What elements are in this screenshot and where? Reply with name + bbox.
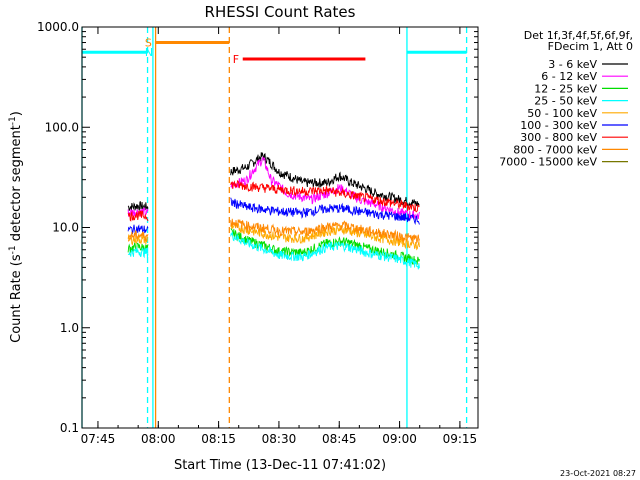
generation-timestamp: 23-Oct-2021 08:27 xyxy=(560,469,636,478)
y-tick-label-0: 0.1 xyxy=(60,421,79,435)
series-line-5-1 xyxy=(230,197,420,226)
annotation-label-N: N xyxy=(145,46,153,59)
legend-label-7: 800 - 7000 keV xyxy=(513,143,597,156)
y-axis-label-prefix: Count Rate (s xyxy=(9,254,24,343)
legend-label-3: 25 - 50 keV xyxy=(534,95,597,108)
x-axis-ticks: 07:45 08:00 08:15 08:30 08:45 09:00 09:15 xyxy=(81,27,478,446)
x-tick-label-6: 09:15 xyxy=(443,432,478,446)
legend: Det 1f,3f,4f,5f,6f,9f, FDecim 1, Att 0 3… xyxy=(499,29,633,169)
series-line-6-1 xyxy=(230,179,420,213)
chart-title: RHESSI Count Rates xyxy=(205,3,356,21)
y-axis-label-close: ) xyxy=(9,111,24,116)
y-tick-label-1: 1.0 xyxy=(60,321,79,335)
y-axis-label: Count Rate (s-1 detector segment-1) xyxy=(8,111,24,343)
legend-label-2: 12 - 25 keV xyxy=(534,82,597,95)
x-tick-label-1: 08:00 xyxy=(141,432,176,446)
series-line-3-1 xyxy=(230,231,420,270)
legend-label-6: 300 - 800 keV xyxy=(520,131,597,144)
y-tick-label-2: 10.0 xyxy=(52,221,79,235)
y-axis-label-suffix: detector segment xyxy=(9,125,24,245)
legend-header-line-1: Det 1f,3f,4f,5f,6f,9f, xyxy=(524,29,633,42)
x-tick-label-4: 08:45 xyxy=(322,432,357,446)
x-tick-label-5: 09:00 xyxy=(382,432,417,446)
legend-label-8: 7000 - 15000 keV xyxy=(499,156,597,169)
x-tick-label-2: 08:15 xyxy=(201,432,236,446)
series-line-4-1 xyxy=(230,221,420,251)
y-axis-label-sup: -1 xyxy=(8,245,18,254)
series-line-3-0 xyxy=(127,247,149,259)
legend-header-line-2: FDecim 1, Att 0 xyxy=(548,40,633,53)
series-line-5-0 xyxy=(127,224,149,235)
series-line-0-1 xyxy=(230,152,420,207)
series-line-7-1 xyxy=(230,218,420,245)
x-tick-label-3: 08:30 xyxy=(262,432,297,446)
legend-label-4: 50 - 100 keV xyxy=(527,107,597,120)
y-axis-ticks: 0.1 1.0 10.0 100.0 1000.0 xyxy=(37,20,478,435)
x-tick-label-0: 07:45 xyxy=(81,432,116,446)
legend-label-5: 100 - 300 keV xyxy=(520,119,597,132)
y-tick-label-4: 1000.0 xyxy=(37,20,79,34)
series-line-1-1 xyxy=(230,156,420,221)
legend-label-0: 3 - 6 keV xyxy=(548,58,597,71)
series-line-6-0 xyxy=(127,210,149,222)
y-axis-label-sup2: -1 xyxy=(8,116,18,125)
y-tick-label-3: 100.0 xyxy=(45,120,79,134)
series-line-7-0 xyxy=(127,230,149,242)
plot-area: SN F xyxy=(81,27,468,428)
x-axis-label: Start Time (13-Dec-11 07:41:02) xyxy=(174,458,386,473)
annotation-label-F: F xyxy=(233,53,239,66)
annotation-label-S: S xyxy=(145,37,152,50)
legend-label-1: 6 - 12 keV xyxy=(541,70,597,83)
